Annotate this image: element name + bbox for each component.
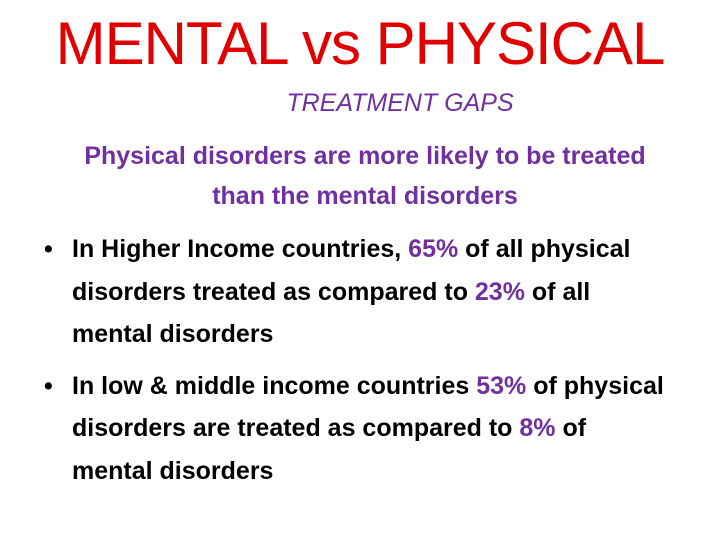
bullet-text: In low & middle income countries xyxy=(72,371,477,400)
bullet-text: of all physical disorders treated as com… xyxy=(72,235,631,306)
intro: Physical disorders are more likely to be… xyxy=(84,142,646,210)
highlight-figure: 23% xyxy=(474,277,525,306)
subtitle: TREATMENT GAPS xyxy=(286,89,514,117)
bullet-list: In Higher Income countries, 65% of all p… xyxy=(44,228,672,501)
bullet: In low & middle income countries 53% of … xyxy=(44,365,672,493)
title: MENTAL vs PHYSICAL xyxy=(55,10,666,77)
highlight-figure: 53% xyxy=(476,371,527,400)
bullet-text: of physical disorders are treated as com… xyxy=(72,371,664,443)
bullet-text: In Higher Income countries, xyxy=(72,235,409,263)
highlight-figure: 8% xyxy=(519,414,556,442)
bullet-text: of all mental disorders xyxy=(72,277,591,349)
highlight-figure: 65% xyxy=(408,235,459,263)
bullet: In Higher Income countries, 65% of all p… xyxy=(44,228,672,356)
bullet-text: of mental disorders xyxy=(72,414,587,485)
